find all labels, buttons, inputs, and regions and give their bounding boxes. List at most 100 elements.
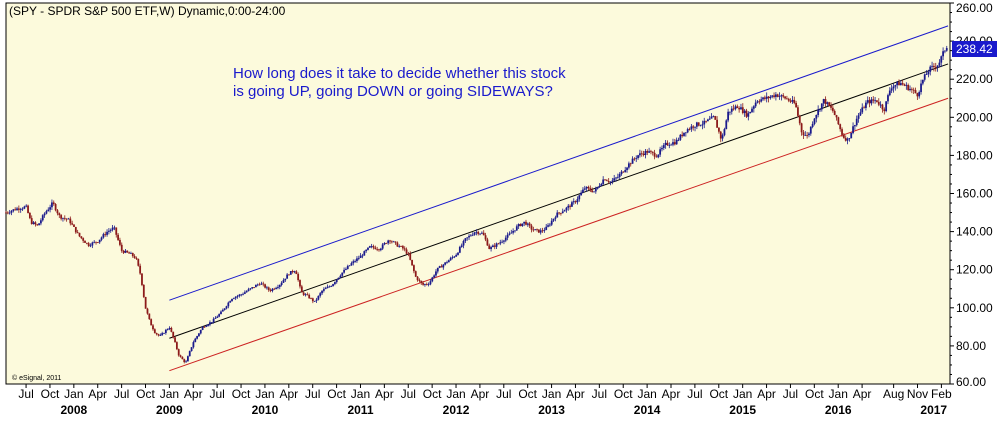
candle-body — [71, 223, 74, 225]
candle-body — [41, 215, 44, 221]
candle-body — [752, 106, 755, 109]
candle-body — [249, 288, 252, 290]
candle-body — [703, 120, 706, 125]
candle-body — [532, 229, 535, 231]
candle-body — [431, 277, 434, 282]
candle-body — [54, 204, 57, 211]
candle-body — [806, 135, 809, 136]
candle-body — [684, 132, 687, 134]
candle-body — [565, 207, 568, 211]
candle-body — [778, 96, 781, 98]
candle-body — [508, 233, 511, 235]
candle-body — [552, 218, 555, 221]
candle-body — [319, 293, 322, 296]
candle-body — [721, 135, 724, 139]
x-month-label: Jan — [160, 387, 179, 401]
candle-body — [890, 88, 893, 91]
candle-body — [142, 284, 145, 297]
candle-body — [633, 158, 636, 160]
candle-body — [346, 265, 349, 269]
candle-body — [229, 301, 232, 303]
candle-body — [34, 222, 37, 225]
candle-body — [174, 337, 176, 343]
y-tick-label: 60.00 — [956, 375, 986, 389]
candle-body — [424, 284, 426, 285]
candle-body — [425, 284, 428, 285]
candle-body — [401, 246, 404, 249]
candle-body — [363, 251, 366, 256]
candle-body — [76, 232, 79, 234]
candle-body — [392, 241, 395, 243]
candle-body — [523, 221, 526, 224]
candle-body — [631, 158, 634, 164]
x-month-label: Apr — [88, 387, 107, 401]
candle-body — [497, 243, 500, 245]
candle-body — [315, 299, 318, 301]
candle-body — [258, 284, 261, 286]
candle-body — [148, 313, 151, 320]
y-tick-label: 220.00 — [956, 72, 993, 86]
candle-body — [379, 248, 382, 251]
candle-body — [611, 180, 614, 182]
candle-body — [558, 212, 560, 214]
candle-body — [104, 234, 107, 236]
candle-body — [791, 99, 794, 102]
candle-body — [234, 296, 237, 299]
candle-body — [936, 65, 939, 68]
x-month-label: Oct — [423, 387, 442, 401]
candle-body — [387, 240, 390, 244]
x-month-label: Oct — [614, 387, 633, 401]
x-month-label: Jan — [446, 387, 465, 401]
candle-body — [427, 284, 430, 286]
last-price-marker: 238.42 — [952, 41, 997, 57]
candle-body — [637, 155, 639, 158]
candle-body — [662, 145, 665, 149]
x-month-label: Apr — [279, 387, 298, 401]
y-tick-label: 80.00 — [956, 339, 986, 353]
x-month-label: Jul — [496, 387, 511, 401]
candle-body — [561, 211, 564, 214]
candle-body — [137, 258, 140, 266]
candle-body — [462, 241, 465, 246]
candle-body — [207, 324, 210, 326]
candle-body — [396, 242, 399, 247]
candle-body — [536, 229, 538, 231]
candle-body — [245, 291, 248, 293]
candle-body — [295, 271, 298, 275]
candle-body — [471, 234, 474, 236]
y-tick-label: 260.00 — [956, 1, 993, 15]
candle-body — [82, 238, 85, 241]
candle-body — [808, 133, 810, 136]
candle-body — [828, 102, 831, 106]
x-month-label: Jan — [829, 387, 848, 401]
candle-body — [120, 244, 123, 251]
candle-body — [863, 107, 865, 109]
candle-body — [537, 229, 540, 233]
candle-body — [587, 186, 590, 189]
candle-body — [888, 90, 891, 96]
x-month-label: Jan — [64, 387, 83, 401]
candle-body — [243, 292, 246, 294]
candle-body — [865, 102, 867, 108]
candle-body — [288, 274, 290, 276]
candle-body — [819, 109, 821, 111]
candle-body — [433, 275, 436, 278]
candle-body — [512, 230, 515, 233]
candle-body — [938, 62, 941, 66]
x-month-label: Jan — [351, 387, 370, 401]
candle-body — [343, 269, 345, 273]
candle-body — [479, 233, 481, 235]
candle-body — [218, 314, 221, 317]
candle-body — [407, 253, 410, 255]
candle-body — [201, 326, 204, 330]
candle-body — [556, 212, 559, 218]
candle-body — [62, 217, 64, 219]
candle-body — [300, 286, 303, 293]
candle-body — [332, 284, 334, 287]
candle-body — [460, 245, 463, 247]
candle-body — [594, 188, 597, 192]
y-tick-label: 180.00 — [956, 148, 993, 162]
x-month-label: Apr — [184, 387, 203, 401]
candle-body — [400, 246, 402, 247]
candle-body — [484, 235, 487, 240]
